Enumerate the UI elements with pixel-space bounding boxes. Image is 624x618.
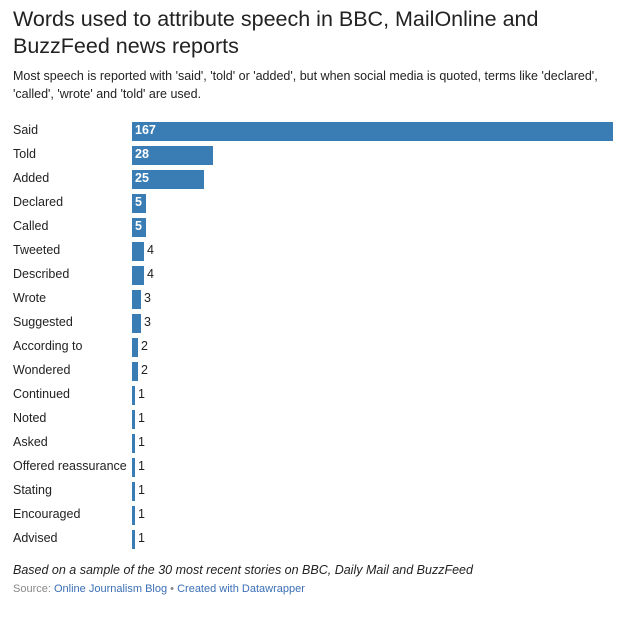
bar — [132, 170, 204, 189]
value-label: 1 — [138, 507, 145, 521]
value-label: 1 — [138, 411, 145, 425]
bar-row: Said 167 — [0, 120, 624, 144]
bar — [132, 242, 144, 261]
category-label: Told — [13, 147, 36, 161]
bar-row: Noted 1 — [0, 408, 624, 432]
value-label: 1 — [138, 483, 145, 497]
bar-row: Described 4 — [0, 264, 624, 288]
bar — [132, 482, 135, 501]
bar — [132, 362, 138, 381]
bar — [132, 506, 135, 525]
source-link[interactable]: Online Journalism Blog — [53, 583, 168, 595]
source-label: Source: — [13, 583, 51, 595]
value-label: 2 — [141, 363, 148, 377]
bar — [132, 434, 135, 453]
bar — [132, 194, 146, 213]
value-label: 1 — [138, 435, 145, 449]
bar — [132, 410, 135, 429]
bar — [132, 146, 213, 165]
value-label: 28 — [135, 147, 149, 161]
value-label: 3 — [144, 315, 151, 329]
bar — [132, 290, 141, 309]
value-label: 2 — [141, 339, 148, 353]
source-line: Source: Online Journalism Blog • Created… — [13, 583, 305, 595]
category-label: Advised — [13, 531, 58, 545]
chart-subtitle: Most speech is reported with 'said', 'to… — [13, 69, 598, 101]
bar-row: Declared 5 — [0, 192, 624, 216]
bar-row: Wondered 2 — [0, 360, 624, 384]
category-label: Added — [13, 171, 50, 185]
value-label: 5 — [135, 219, 142, 233]
category-label: Tweeted — [13, 243, 61, 257]
chart-title: Words used to attribute speech in BBC, M… — [13, 7, 539, 58]
category-label: Declared — [13, 195, 64, 209]
bar-row: Wrote 3 — [0, 288, 624, 312]
category-label: Suggested — [13, 315, 73, 329]
bar — [132, 314, 141, 333]
category-label: Wondered — [13, 363, 71, 377]
category-label: Asked — [13, 435, 48, 449]
value-label: 5 — [135, 195, 142, 209]
bar — [132, 458, 135, 477]
bar-row: Advised 1 — [0, 528, 624, 552]
category-label: Noted — [13, 411, 47, 425]
category-label: According to — [13, 339, 83, 353]
source-separator: • — [170, 583, 175, 595]
value-label: 3 — [144, 291, 151, 305]
category-label: Said — [13, 123, 39, 137]
value-label: 1 — [138, 531, 145, 545]
category-label: Offered reassurance — [13, 459, 127, 473]
category-label: Continued — [13, 387, 70, 401]
bar — [132, 386, 135, 405]
bar-row: Offered reassurance 1 — [0, 456, 624, 480]
bar — [132, 338, 138, 357]
bar-row: Asked 1 — [0, 432, 624, 456]
category-label: Described — [13, 267, 70, 281]
bar — [132, 218, 146, 237]
bar-row: Tweeted 4 — [0, 240, 624, 264]
bar-row: Continued 1 — [0, 384, 624, 408]
category-label: Encouraged — [13, 507, 81, 521]
value-label: 1 — [138, 387, 145, 401]
value-label: 25 — [135, 171, 149, 185]
bar — [132, 530, 135, 549]
bar-row: Called 5 — [0, 216, 624, 240]
chart-note: Based on a sample of the 30 most recent … — [13, 563, 473, 577]
category-label: Stating — [13, 483, 52, 497]
value-label: 4 — [147, 267, 154, 281]
bar — [132, 122, 613, 141]
bar-row: Encouraged 1 — [0, 504, 624, 528]
bar-row: According to 2 — [0, 336, 624, 360]
datawrapper-credit-link[interactable]: Created with Datawrapper — [177, 583, 305, 595]
category-label: Called — [13, 219, 49, 233]
bar-row: Suggested 3 — [0, 312, 624, 336]
bar-chart: Said 167 Told 28 Added 25 Declared 5 Called 5 Twee… — [0, 120, 624, 552]
bar — [132, 266, 144, 285]
category-label: Wrote — [13, 291, 47, 305]
bar-row: Told 28 — [0, 144, 624, 168]
value-label: 1 — [138, 459, 145, 473]
value-label: 4 — [147, 243, 154, 257]
bar-row: Added 25 — [0, 168, 624, 192]
value-label: 167 — [135, 123, 156, 137]
bar-row: Stating 1 — [0, 480, 624, 504]
